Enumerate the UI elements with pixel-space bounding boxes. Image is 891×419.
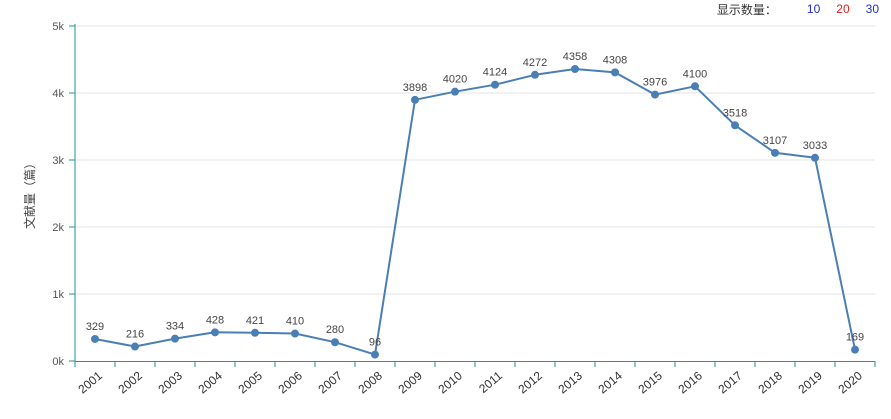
data-point bbox=[291, 329, 299, 338]
data-point bbox=[331, 338, 339, 347]
x-tick-label: 2016 bbox=[675, 368, 705, 396]
data-label: 3033 bbox=[803, 140, 827, 152]
data-label: 329 bbox=[86, 321, 104, 333]
grid-lines bbox=[75, 25, 875, 295]
data-label: 334 bbox=[166, 321, 184, 333]
data-point bbox=[171, 334, 179, 343]
data-label: 169 bbox=[846, 332, 864, 344]
x-tick-label: 2017 bbox=[715, 368, 745, 396]
data-point bbox=[451, 87, 459, 96]
data-point bbox=[371, 350, 379, 359]
x-tick-label: 2019 bbox=[795, 368, 825, 396]
count-option-30[interactable]: 30 bbox=[865, 2, 879, 16]
x-tick-label: 2012 bbox=[515, 368, 545, 396]
data-labels: 329 216 334 428 421 410 280 96 3898 4020 4124 4272 4… bbox=[86, 51, 864, 349]
y-tick-label: 3k bbox=[52, 155, 64, 167]
data-label: 3976 bbox=[643, 77, 667, 89]
data-label: 4124 bbox=[483, 67, 507, 79]
count-label: 显示数量： bbox=[716, 2, 777, 17]
series-line bbox=[94, 68, 856, 356]
x-tick-label: 2006 bbox=[275, 368, 305, 396]
data-point bbox=[531, 70, 539, 79]
x-tick-label: 2011 bbox=[476, 368, 505, 396]
data-label: 428 bbox=[206, 314, 224, 326]
data-point bbox=[491, 80, 499, 89]
data-point bbox=[211, 328, 219, 337]
data-point bbox=[91, 334, 99, 343]
x-tick-label: 2004 bbox=[195, 368, 225, 396]
data-point bbox=[131, 342, 139, 351]
y-tick-label: 0k bbox=[52, 356, 64, 368]
data-point bbox=[411, 95, 419, 104]
y-tick-label: 2k bbox=[52, 222, 64, 234]
data-label: 4308 bbox=[603, 54, 627, 66]
x-tick-label: 2020 bbox=[835, 368, 865, 396]
x-tick-label: 2001 bbox=[75, 368, 105, 396]
data-label: 4272 bbox=[523, 57, 547, 69]
x-tick-label: 2018 bbox=[755, 368, 785, 396]
data-point bbox=[771, 148, 779, 157]
count-selector: 显示数量： 10 20 30 bbox=[717, 0, 879, 18]
x-tick-label: 2013 bbox=[555, 368, 585, 396]
y-tick-labels: 0k 1k 2k 3k 4k 5k bbox=[52, 21, 64, 368]
data-label: 4020 bbox=[443, 74, 467, 86]
x-tick-label: 2008 bbox=[355, 368, 385, 396]
data-point bbox=[851, 345, 859, 354]
y-tick-label: 4k bbox=[52, 88, 64, 100]
data-point bbox=[611, 68, 619, 77]
data-label: 410 bbox=[286, 316, 304, 328]
data-point bbox=[571, 65, 579, 74]
data-point bbox=[691, 82, 699, 91]
y-tick-label: 1k bbox=[52, 289, 64, 301]
data-label: 280 bbox=[326, 324, 344, 336]
x-tick-label: 2010 bbox=[435, 368, 465, 396]
data-label: 96 bbox=[369, 337, 381, 349]
data-label: 216 bbox=[126, 329, 144, 341]
data-points bbox=[91, 65, 859, 359]
data-label: 421 bbox=[246, 315, 264, 327]
x-tick-label: 2015 bbox=[635, 368, 665, 396]
x-tick-label: 2005 bbox=[235, 368, 265, 396]
data-label: 3107 bbox=[763, 135, 787, 147]
x-tick-labels: 2001 2002 2003 2004 2005 2006 2007 2008 2009 2010… bbox=[75, 368, 865, 396]
data-label: 4358 bbox=[563, 51, 587, 63]
x-tick-label: 2009 bbox=[395, 368, 425, 396]
data-point bbox=[811, 153, 819, 162]
x-tick-label: 2014 bbox=[595, 368, 625, 396]
x-tick-label: 2003 bbox=[155, 368, 185, 396]
x-tick-label: 2007 bbox=[315, 368, 345, 396]
data-point bbox=[731, 121, 739, 130]
data-point bbox=[251, 328, 259, 337]
data-label: 3898 bbox=[403, 82, 427, 94]
y-axis-title: 文献量（篇） bbox=[22, 157, 37, 229]
data-point bbox=[651, 90, 659, 99]
data-label: 3518 bbox=[723, 107, 747, 119]
count-option-10[interactable]: 10 bbox=[806, 2, 821, 16]
x-tick-label: 2002 bbox=[115, 368, 145, 396]
data-label: 4100 bbox=[683, 68, 707, 80]
series-line-path bbox=[94, 68, 856, 356]
axes bbox=[69, 24, 876, 367]
count-option-20[interactable]: 20 bbox=[836, 2, 850, 16]
y-tick-label: 5k bbox=[52, 21, 64, 33]
